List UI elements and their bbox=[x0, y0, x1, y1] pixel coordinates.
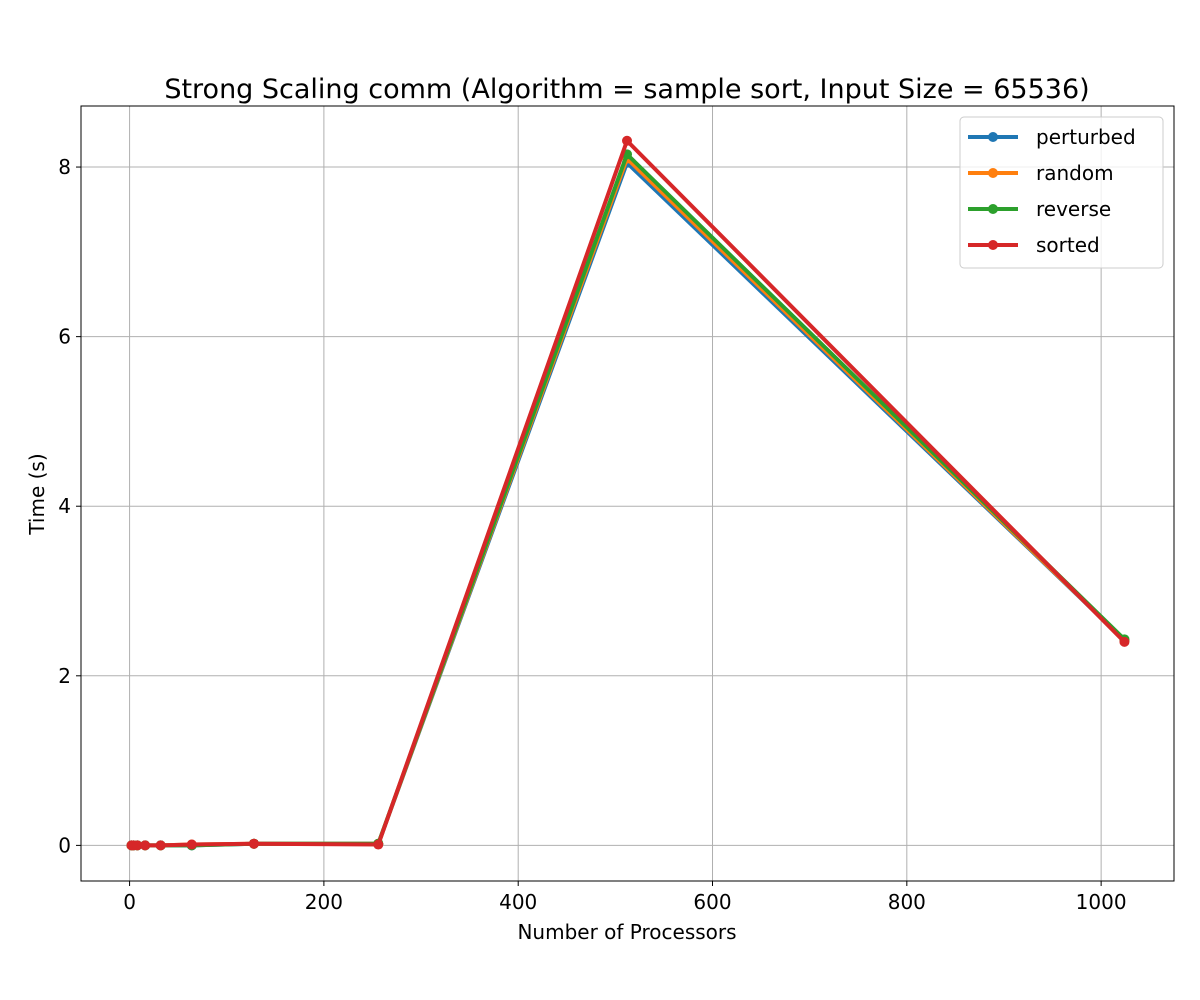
series-sorted bbox=[126, 135, 1130, 851]
data-point-sorted bbox=[373, 839, 384, 850]
chart-title: Strong Scaling comm (Algorithm = sample … bbox=[164, 74, 1089, 105]
legend: perturbed random reverse sorted bbox=[959, 116, 1164, 269]
y-tick-label: 8 bbox=[58, 155, 71, 179]
y-axis-label: Time (s) bbox=[25, 453, 49, 535]
x-tick-label: 0 bbox=[123, 890, 136, 914]
x-tick-label: 1000 bbox=[1076, 890, 1127, 914]
legend-item-reverse: reverse bbox=[968, 197, 1111, 221]
data-point-sorted bbox=[140, 840, 151, 851]
y-tick-label: 4 bbox=[58, 494, 71, 518]
legend-label: perturbed bbox=[1036, 125, 1136, 149]
x-tick-label: 400 bbox=[499, 890, 537, 914]
axes-frame bbox=[80, 105, 1175, 882]
data-point-sorted bbox=[248, 838, 259, 849]
y-tick-label: 0 bbox=[58, 833, 71, 857]
x-tick-label: 800 bbox=[888, 890, 926, 914]
data-point-sorted bbox=[1119, 636, 1130, 647]
legend-swatch-marker bbox=[988, 132, 998, 142]
legend-item-random: random bbox=[968, 161, 1114, 185]
legend-label: random bbox=[1036, 161, 1114, 185]
data-point-sorted bbox=[155, 840, 166, 851]
legend-label: reverse bbox=[1036, 197, 1111, 221]
x-tick-label: 200 bbox=[305, 890, 343, 914]
x-tick-label: 600 bbox=[693, 890, 731, 914]
ticks: 0 200 400 600 800 1000 0 2 4 6 8 bbox=[58, 155, 1126, 914]
data-point-sorted bbox=[132, 840, 143, 851]
legend-item-perturbed: perturbed bbox=[968, 125, 1136, 149]
legend-swatch-marker bbox=[988, 204, 998, 214]
legend-swatch-marker bbox=[988, 240, 998, 250]
x-axis-label: Number of Processors bbox=[517, 920, 736, 944]
y-tick-label: 2 bbox=[58, 664, 71, 688]
legend-label: sorted bbox=[1036, 233, 1100, 257]
legend-swatch-marker bbox=[988, 168, 998, 178]
series-layer bbox=[126, 135, 1130, 851]
legend-item-sorted: sorted bbox=[968, 233, 1100, 257]
data-point-sorted bbox=[186, 839, 197, 850]
y-tick-label: 6 bbox=[58, 325, 71, 349]
data-point-sorted bbox=[622, 135, 633, 146]
legend-frame bbox=[959, 116, 1164, 269]
